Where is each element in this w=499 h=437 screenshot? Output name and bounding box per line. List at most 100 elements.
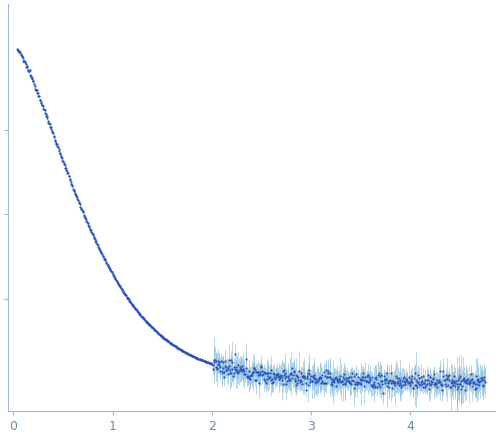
Point (187, 352, 195, 359)
Point (455, 381, 463, 388)
Point (228, 357, 236, 364)
Point (254, 369, 262, 376)
Point (436, 368, 444, 375)
Point (207, 360, 215, 367)
Point (453, 385, 461, 392)
Point (328, 378, 336, 385)
Point (344, 378, 352, 385)
Point (317, 379, 325, 386)
Point (17, 52, 25, 59)
Point (22, 64, 30, 71)
Point (30, 81, 38, 88)
Point (150, 326, 158, 333)
Point (100, 255, 108, 262)
Point (40, 106, 48, 113)
Point (321, 379, 329, 386)
Point (269, 378, 277, 385)
Point (95, 245, 103, 252)
Point (194, 355, 202, 362)
Point (173, 344, 181, 351)
Point (169, 341, 177, 348)
Point (264, 370, 272, 377)
Point (390, 379, 398, 386)
Point (383, 383, 391, 390)
Point (413, 378, 421, 385)
Point (281, 375, 289, 382)
Point (34, 90, 42, 97)
Point (321, 373, 329, 380)
Point (185, 351, 193, 358)
Point (83, 218, 91, 225)
Point (201, 357, 209, 364)
Point (234, 366, 242, 373)
Point (469, 379, 477, 386)
Point (241, 371, 249, 378)
Point (120, 289, 128, 296)
Point (134, 308, 142, 315)
Point (213, 365, 221, 372)
Point (24, 67, 32, 74)
Point (231, 350, 239, 357)
Point (152, 327, 160, 334)
Point (328, 382, 336, 389)
Point (352, 371, 360, 378)
Point (202, 358, 210, 365)
Point (333, 377, 341, 384)
Point (66, 176, 74, 183)
Point (265, 373, 273, 380)
Point (86, 227, 94, 234)
Point (467, 376, 475, 383)
Point (172, 343, 180, 350)
Point (192, 354, 200, 361)
Point (280, 371, 288, 378)
Point (395, 382, 403, 389)
Point (182, 349, 190, 356)
Point (215, 362, 223, 369)
Point (301, 374, 309, 381)
Point (233, 363, 241, 370)
Point (236, 366, 244, 373)
Point (124, 295, 132, 302)
Point (88, 229, 96, 236)
Point (341, 379, 349, 386)
Point (116, 283, 124, 290)
Point (278, 373, 286, 380)
Point (329, 378, 337, 385)
Point (429, 375, 437, 382)
Point (472, 384, 480, 391)
Point (287, 371, 295, 378)
Point (39, 103, 47, 110)
Point (112, 277, 120, 284)
Point (31, 86, 39, 93)
Point (129, 302, 137, 309)
Point (312, 380, 320, 387)
Point (358, 377, 366, 384)
Point (394, 377, 402, 384)
Point (405, 378, 413, 385)
Point (478, 377, 486, 384)
Point (138, 313, 146, 320)
Point (367, 381, 375, 388)
Point (227, 370, 235, 377)
Point (41, 109, 49, 116)
Point (291, 375, 299, 382)
Point (270, 373, 278, 380)
Point (461, 378, 469, 385)
Point (280, 367, 288, 374)
Point (390, 379, 398, 386)
Point (410, 385, 418, 392)
Point (80, 212, 88, 218)
Point (236, 364, 244, 371)
Point (424, 376, 432, 383)
Point (327, 381, 335, 388)
Point (243, 373, 250, 380)
Point (244, 373, 251, 380)
Point (430, 371, 438, 378)
Point (190, 353, 198, 360)
Point (470, 378, 478, 385)
Point (272, 371, 280, 378)
Point (477, 375, 485, 382)
Point (205, 359, 213, 366)
Point (122, 292, 130, 299)
Point (179, 347, 187, 354)
